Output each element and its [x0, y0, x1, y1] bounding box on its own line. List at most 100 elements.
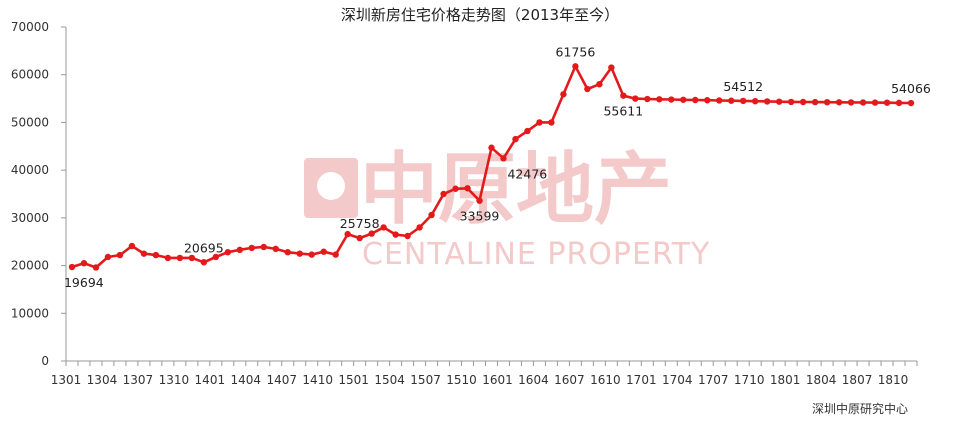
- data-point: [248, 244, 255, 252]
- y-tick-label: 0: [41, 354, 49, 368]
- data-point: [320, 248, 327, 255]
- data-point: [656, 96, 663, 103]
- x-tick-label: 1801: [770, 373, 801, 387]
- data-point: [272, 245, 279, 253]
- data-point: [116, 251, 124, 259]
- data-point: [188, 254, 196, 262]
- data-point: [332, 251, 339, 258]
- x-tick-label: 1607: [554, 373, 585, 387]
- data-point: [524, 127, 531, 135]
- watermark-logo-key: [317, 172, 345, 200]
- data-point: [536, 119, 543, 126]
- watermark-en: CENTALINE PROPERTY: [362, 237, 710, 272]
- data-point: [728, 97, 735, 104]
- data-point: [80, 259, 88, 267]
- data-point: [476, 197, 483, 204]
- data-point: [452, 185, 459, 192]
- x-tick-label: 1504: [374, 373, 405, 387]
- data-point: [176, 254, 184, 262]
- data-point: [164, 254, 172, 262]
- x-tick-label: 1710: [734, 373, 765, 387]
- data-point: [416, 224, 423, 231]
- watermark-cn: 中原地产: [360, 145, 672, 235]
- data-point: [356, 234, 363, 242]
- data-point: [464, 185, 471, 192]
- data-point: [668, 96, 675, 103]
- data-point: [847, 99, 855, 106]
- data-point: [260, 243, 267, 251]
- data-point: [488, 144, 495, 151]
- x-tick-label: 1310: [159, 373, 190, 387]
- data-point: [596, 81, 603, 88]
- data-label: 20695: [184, 240, 224, 255]
- data-point: [284, 249, 291, 256]
- data-point: [200, 259, 208, 266]
- y-axis: 0 10000 20000 30000 40000 50000 60000 70000: [11, 20, 67, 368]
- data-point: [907, 99, 915, 107]
- data-point: [811, 98, 819, 106]
- data-point: [763, 98, 771, 105]
- x-tick-label: 1507: [410, 373, 441, 387]
- data-point: [236, 246, 243, 254]
- data-point: [751, 97, 759, 105]
- y-tick-label: 70000: [11, 20, 49, 34]
- data-point: [799, 98, 807, 106]
- x-tick-label: 1410: [302, 373, 333, 387]
- source-note: 深圳中原研究中心: [812, 401, 908, 416]
- x-tick-label: 1404: [231, 373, 262, 387]
- data-point: [680, 96, 687, 103]
- data-label: 19694: [64, 275, 104, 290]
- x-tick-label: 1304: [87, 373, 118, 387]
- y-tick-label: 50000: [11, 115, 49, 129]
- data-point: [128, 242, 136, 250]
- data-point: [380, 224, 387, 231]
- data-point: [787, 98, 795, 106]
- x-tick-label: 1307: [123, 373, 154, 387]
- x-tick-label: 1301: [51, 373, 82, 387]
- data-point: [224, 249, 232, 256]
- data-point: [835, 99, 843, 106]
- data-point: [895, 99, 903, 107]
- data-point: [104, 253, 112, 261]
- data-point: [883, 99, 891, 106]
- data-point: [704, 97, 711, 104]
- data-label: 25758: [340, 216, 380, 231]
- data-point: [140, 250, 148, 257]
- data-point: [212, 253, 220, 261]
- data-point: [368, 230, 375, 237]
- x-tick-label: 1707: [698, 373, 729, 387]
- data-label: 54512: [723, 79, 763, 94]
- x-tick-label: 1810: [878, 373, 909, 387]
- x-tick-label: 1704: [662, 373, 693, 387]
- data-label: 33599: [460, 209, 500, 224]
- data-label: 61756: [556, 44, 596, 59]
- data-point: [404, 232, 411, 240]
- data-point: [692, 96, 699, 104]
- data-point: [620, 92, 627, 99]
- x-tick-label: 1610: [590, 373, 621, 387]
- data-point: [823, 98, 831, 106]
- data-labels: 19694 20695 25758 33599 42476 61756 55611 54512…: [64, 44, 931, 290]
- x-tick-label: 1401: [195, 373, 226, 387]
- data-point: [68, 263, 76, 271]
- data-point: [775, 98, 783, 105]
- x-tick-label: 1501: [338, 373, 369, 387]
- y-tick-label: 40000: [11, 163, 49, 177]
- x-axis: 1301 1304 1307 1310 1401 1404 1407 1410 1501 1504…: [51, 360, 918, 387]
- y-tick-label: 10000: [11, 306, 49, 320]
- data-point: [344, 230, 351, 238]
- data-point: [632, 95, 639, 102]
- data-label: 54066: [891, 81, 931, 96]
- data-point: [608, 64, 615, 71]
- x-tick-label: 1701: [626, 373, 657, 387]
- price-series: [68, 63, 915, 271]
- data-point: [308, 251, 315, 258]
- data-point: [548, 119, 555, 126]
- y-tick-label: 30000: [11, 211, 49, 225]
- data-point: [560, 91, 567, 98]
- y-tick-label: 60000: [11, 68, 49, 82]
- data-point: [500, 155, 507, 162]
- data-label: 42476: [507, 166, 547, 181]
- data-point: [740, 97, 747, 105]
